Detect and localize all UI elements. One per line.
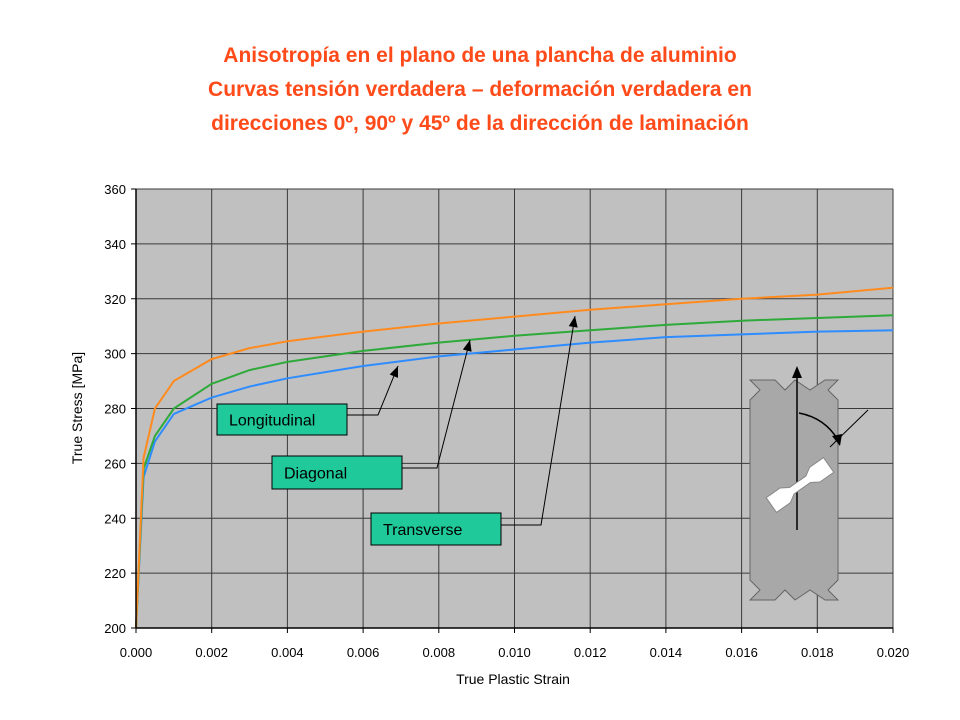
x-tick-label: 0.006 bbox=[347, 645, 380, 660]
x-axis-title: True Plastic Strain bbox=[456, 671, 570, 687]
x-tick-label: 0.012 bbox=[574, 645, 607, 660]
y-tick-label: 220 bbox=[104, 566, 126, 581]
specimen-diagram bbox=[748, 366, 869, 601]
y-tick-label: 240 bbox=[104, 511, 126, 526]
callout-arrowhead bbox=[568, 316, 578, 328]
x-tick-label: 0.014 bbox=[650, 645, 683, 660]
chart-title: Anisotropía en el plano de una plancha d… bbox=[223, 44, 736, 67]
x-tick-label: 0.016 bbox=[725, 645, 758, 660]
y-tick-label: 300 bbox=[104, 347, 126, 362]
legend-label: Transverse bbox=[383, 522, 463, 539]
series-line bbox=[135, 314, 894, 629]
callout-box bbox=[370, 512, 502, 546]
callout-box bbox=[216, 403, 348, 436]
legend-label: Longitudinal bbox=[229, 413, 315, 430]
x-tick-label: 0.000 bbox=[120, 645, 153, 660]
series-line bbox=[135, 286, 894, 629]
x-tick-label: 0.020 bbox=[877, 645, 910, 660]
callout-arrow bbox=[402, 339, 471, 469]
x-tick-label: 0.002 bbox=[195, 645, 228, 660]
callout-arrow bbox=[347, 365, 399, 416]
y-tick-label: 360 bbox=[104, 182, 126, 197]
chart-title: direcciones 0º, 90º y 45º de la direcció… bbox=[211, 112, 749, 135]
y-tick-label: 320 bbox=[104, 292, 126, 307]
y-axis-title: True Stress [MPa] bbox=[69, 352, 85, 464]
y-tick-label: 280 bbox=[104, 402, 126, 417]
callout-arrow bbox=[501, 315, 576, 526]
x-tick-label: 0.004 bbox=[271, 645, 304, 660]
y-tick-label: 260 bbox=[104, 456, 126, 471]
chart-title: Curvas tensión verdadera – deformación v… bbox=[208, 78, 752, 101]
x-tick-label: 0.018 bbox=[801, 645, 834, 660]
lines bbox=[135, 286, 894, 629]
callout-arrowhead bbox=[462, 340, 472, 352]
callout-box bbox=[271, 455, 403, 490]
y-tick-label: 200 bbox=[104, 621, 126, 636]
series-line bbox=[135, 329, 894, 629]
x-tick-label: 0.008 bbox=[423, 645, 456, 660]
annotations: Longitudinal Diagonal Transverse bbox=[216, 315, 578, 546]
x-tick-label: 0.010 bbox=[498, 645, 531, 660]
callout-arrowhead bbox=[389, 366, 399, 378]
y-tick-label: 340 bbox=[104, 237, 126, 252]
legend-label: Diagonal bbox=[284, 466, 347, 483]
